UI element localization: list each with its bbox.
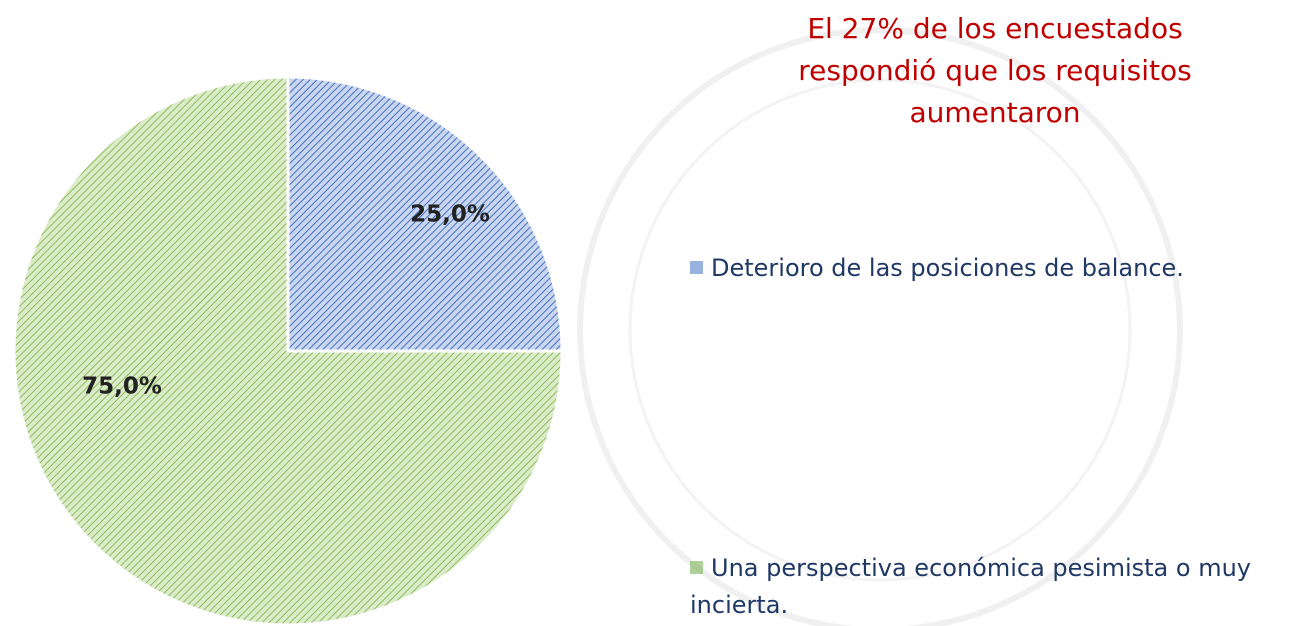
data-label: 25,0% [410,202,490,228]
chart-title: El 27% de los encuestados respondió que … [798,12,1192,129]
data-label: 75,0% [82,374,162,400]
pie-slice [286,75,564,353]
watermark [628,78,1132,582]
legend-label: Deterioro de las posiciones de balance. [711,254,1184,282]
pie [12,75,564,626]
watermark [577,27,1183,626]
pie-slice [12,75,564,626]
legend-entry: Una perspectiva económica pesimista o mu… [690,550,1310,624]
legend-entry: Deterioro de las posiciones de balance. [690,250,1310,287]
legend-label: Una perspectiva económica pesimista o mu… [690,554,1251,619]
legend-swatch [690,561,703,574]
legend-swatch [690,261,703,274]
